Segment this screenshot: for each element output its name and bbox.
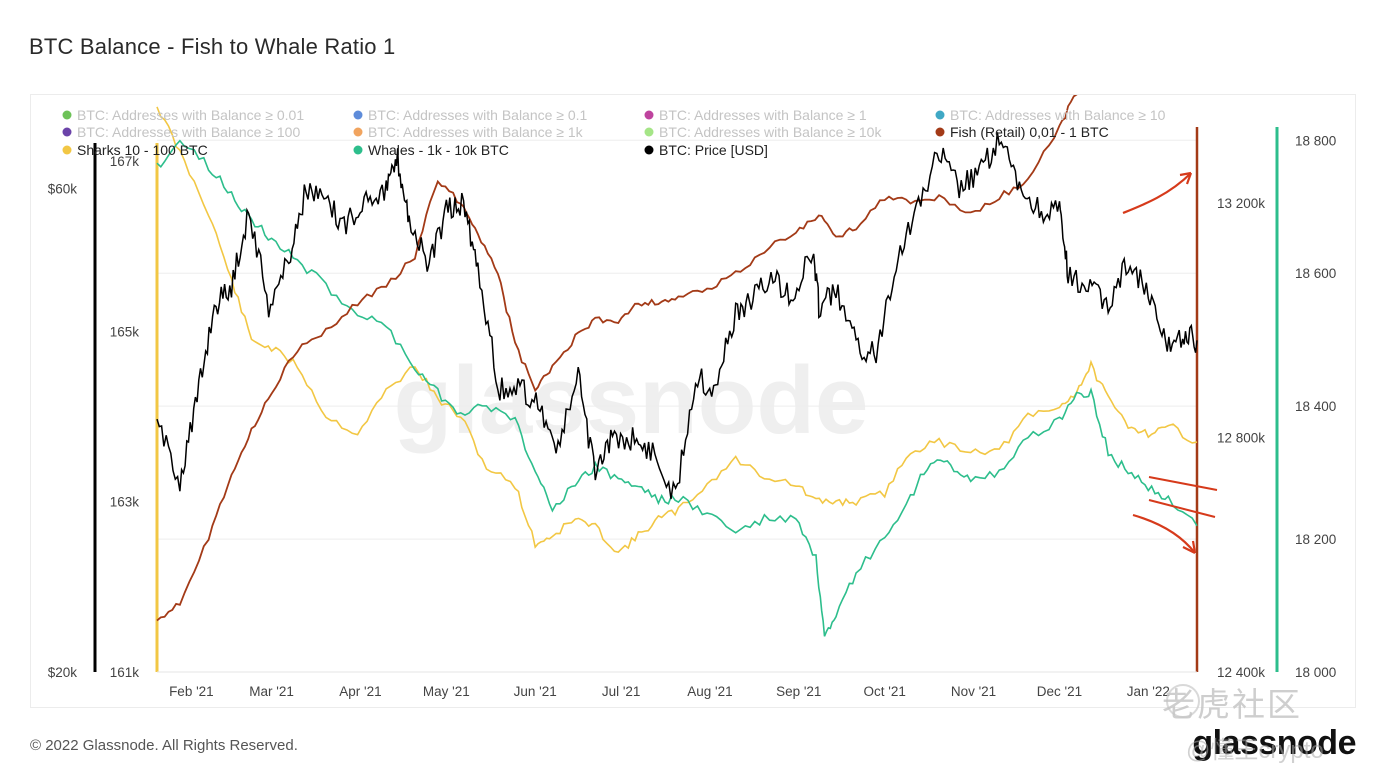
x-tick-label: Jun '21 [514, 684, 557, 699]
x-tick-label: Dec '21 [1037, 684, 1082, 699]
chart-watermark: glassnode [394, 347, 869, 454]
sharks-tick-label: 167k [110, 154, 140, 169]
whales-tick-label: 18 800 [1295, 133, 1336, 148]
legend-dot [62, 127, 72, 137]
whales-tick-label: 18 200 [1295, 532, 1336, 547]
legend-label: BTC: Addresses with Balance ≥ 10 [950, 107, 1166, 123]
watermark-logo-icon [1166, 684, 1200, 718]
legend-dot [644, 127, 654, 137]
series-line-sharks [156, 106, 1198, 553]
annotation-line-top [1148, 476, 1218, 491]
chart-card: glassnode $20k $60k 161k 163k 165k 167k 12 400k… [30, 94, 1356, 708]
watermark-handle: @懂王crypto [1186, 737, 1324, 764]
x-tick-label: Nov '21 [951, 684, 996, 699]
fish-tick-label: 13 200k [1217, 196, 1265, 211]
legend-label: BTC: Addresses with Balance ≥ 100 [77, 124, 300, 140]
watermark-chinese: 老虎社区 [1162, 686, 1302, 723]
copyright-text: © 2022 Glassnode. All Rights Reserved. [30, 737, 298, 754]
legend-label: BTC: Addresses with Balance ≥ 1 [659, 107, 867, 123]
legend-dot [644, 145, 654, 155]
legend-label: Whales - 1k - 10k BTC [368, 142, 509, 158]
legend-label: BTC: Addresses with Balance ≥ 0.1 [368, 107, 588, 123]
legend-dot [935, 127, 945, 137]
annotation-arrow-down [1132, 513, 1196, 554]
legend-dot [935, 110, 945, 120]
sharks-tick-label: 165k [110, 324, 140, 339]
legend-dot [62, 145, 72, 155]
x-tick-label: Feb '21 [169, 684, 214, 699]
legend-label: BTC: Addresses with Balance ≥ 10k [659, 124, 882, 140]
legend-label: BTC: Addresses with Balance ≥ 1k [368, 124, 584, 140]
fish-tick-label: 12 400k [1217, 665, 1265, 680]
x-tick-label: Oct '21 [864, 684, 906, 699]
x-tick-label: Jan '22 [1127, 684, 1170, 699]
fish-tick-label: 12 800k [1217, 431, 1265, 446]
x-tick-label: Apr '21 [339, 684, 381, 699]
whales-tick-label: 18 600 [1295, 266, 1336, 281]
legend-dot [353, 145, 363, 155]
annotation-line-bottom [1148, 499, 1216, 518]
brand-logo: glassnode [1192, 724, 1356, 762]
legend-label: BTC: Addresses with Balance ≥ 0.01 [77, 107, 304, 123]
legend-dot [353, 110, 363, 120]
whales-tick-label: 18 400 [1295, 399, 1336, 414]
chart-svg[interactable]: glassnode $20k $60k 161k 163k 165k 167k 12 400k… [31, 95, 1357, 709]
price-tick-label: $60k [48, 182, 78, 197]
series-line-price [156, 132, 1198, 500]
x-tick-label: Aug '21 [687, 684, 732, 699]
sharks-tick-label: 163k [110, 495, 140, 510]
annotation-arrowhead-up [1179, 171, 1193, 185]
sharks-tick-label: 161k [110, 665, 140, 680]
page-title: BTC Balance - Fish to Whale Ratio 1 [29, 34, 396, 59]
whales-tick-label: 18 000 [1295, 665, 1336, 680]
x-tick-label: Jul '21 [602, 684, 641, 699]
legend-label: Fish (Retail) 0,01 - 1 BTC [950, 124, 1109, 140]
legend-dot [62, 110, 72, 120]
price-tick-label: $20k [48, 665, 78, 680]
x-tick-label: May '21 [423, 684, 470, 699]
series-line-fish [156, 95, 1078, 622]
legend-label: Sharks 10 - 100 BTC [77, 142, 208, 158]
legend-dot [353, 127, 363, 137]
annotation-arrowhead-down [1182, 540, 1197, 554]
legend-dot [644, 110, 654, 120]
legend-label: BTC: Price [USD] [659, 142, 768, 158]
annotation-arrow-up [1122, 172, 1192, 215]
x-tick-label: Mar '21 [249, 684, 294, 699]
series-line-whales [156, 139, 1198, 637]
x-tick-label: Sep '21 [776, 684, 821, 699]
